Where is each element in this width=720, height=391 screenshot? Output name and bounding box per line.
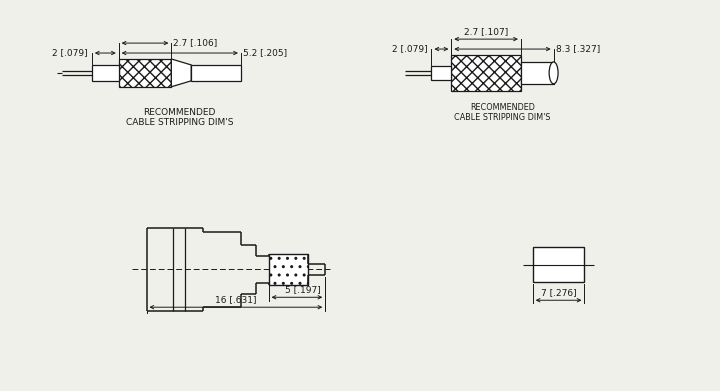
- Text: 2.7 [.107]: 2.7 [.107]: [464, 27, 508, 36]
- Bar: [269, 254, 308, 285]
- Polygon shape: [171, 59, 192, 87]
- Text: CABLE STRIPPING DIM'S: CABLE STRIPPING DIM'S: [454, 113, 551, 122]
- Bar: [521, 62, 554, 84]
- Text: RECOMMENDED: RECOMMENDED: [470, 103, 535, 112]
- Text: 2 [.079]: 2 [.079]: [53, 48, 88, 57]
- Text: CABLE STRIPPING DIM'S: CABLE STRIPPING DIM'S: [126, 118, 233, 127]
- Text: 8.3 [.327]: 8.3 [.327]: [556, 45, 600, 54]
- Text: 5.2 [.205]: 5.2 [.205]: [243, 48, 287, 57]
- Bar: [533, 247, 585, 282]
- Bar: [451, 55, 521, 91]
- Text: 7 [.276]: 7 [.276]: [541, 288, 577, 297]
- Bar: [192, 65, 241, 81]
- Ellipse shape: [549, 62, 558, 84]
- Text: 5 [.197]: 5 [.197]: [284, 285, 320, 294]
- Bar: [92, 65, 119, 81]
- Text: 2 [.079]: 2 [.079]: [392, 45, 428, 54]
- Text: 2.7 [.106]: 2.7 [.106]: [174, 39, 217, 48]
- Bar: [119, 59, 171, 87]
- Bar: [431, 66, 451, 80]
- Text: RECOMMENDED: RECOMMENDED: [143, 108, 216, 117]
- Text: 16 [.631]: 16 [.631]: [215, 295, 256, 304]
